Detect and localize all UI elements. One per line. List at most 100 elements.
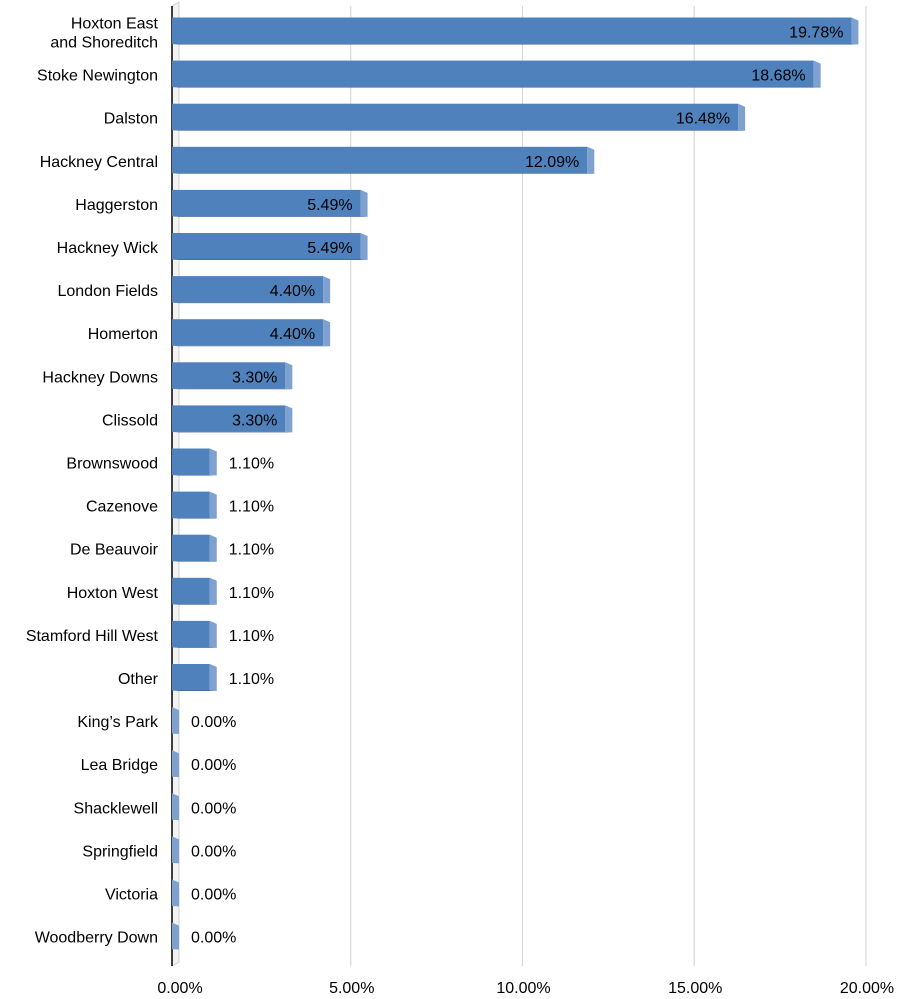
category-label: Homerton — [88, 326, 158, 343]
bar-front — [172, 146, 588, 174]
category-label: Hackney Downs — [42, 369, 158, 386]
bar-side-face — [813, 60, 821, 88]
bar-front — [172, 276, 324, 303]
bar-bottom-face — [172, 173, 595, 174]
bar-side-face — [172, 793, 179, 821]
bar-other — [172, 664, 217, 691]
category-label: Hackney Wick — [57, 240, 159, 257]
x-tick-label: 5.00% — [329, 980, 374, 997]
x-tick-label: 10.00% — [496, 980, 550, 997]
value-label: 3.30% — [232, 412, 277, 429]
bar-dalston — [172, 103, 746, 131]
bar-side-face — [209, 534, 217, 562]
bar-de-beauvoir — [172, 534, 217, 562]
value-label: 19.78% — [789, 25, 843, 42]
bar-woodberry-down — [172, 922, 179, 950]
bar-bottom-face — [172, 87, 821, 88]
bar-front — [172, 233, 361, 260]
category-label: Springfield — [82, 843, 158, 860]
category-label: Victoria — [105, 887, 158, 904]
bar-front — [172, 362, 286, 389]
bar-front — [172, 60, 814, 88]
bar-front — [172, 405, 286, 432]
bar-side-face — [285, 405, 293, 433]
value-label: 0.00% — [191, 800, 236, 817]
bars — [172, 17, 859, 950]
bar-side-face — [172, 750, 179, 778]
bar-side-face — [209, 491, 217, 519]
bar-london-fields — [172, 276, 331, 304]
bar-clissold — [172, 405, 293, 433]
bar-front — [172, 620, 210, 648]
category-label: De Beauvoir — [70, 542, 159, 559]
bar-front — [172, 577, 210, 605]
bar-stoke-newington — [172, 60, 821, 88]
bar-front — [172, 534, 210, 562]
bar-front — [172, 448, 210, 475]
bar-side-face — [285, 362, 293, 390]
bar-side-face — [172, 707, 179, 735]
bar-front — [172, 189, 361, 217]
bar-front — [172, 319, 324, 346]
category-label: King’s Park — [77, 714, 159, 731]
bar-springfield — [172, 836, 179, 864]
x-tick-label: 20.00% — [840, 980, 894, 997]
value-label: 0.00% — [191, 757, 236, 774]
category-label: Lea Bridge — [81, 757, 158, 774]
value-label: 4.40% — [270, 326, 315, 343]
category-label: Stamford Hill West — [26, 628, 159, 645]
bar-bottom-face — [172, 130, 746, 131]
value-label: 1.10% — [229, 542, 274, 559]
bar-side-face — [172, 836, 179, 864]
bar-side-face — [209, 448, 217, 476]
value-label: 5.49% — [307, 240, 352, 257]
bar-bottom-face — [172, 216, 368, 217]
value-label: 18.68% — [751, 68, 805, 85]
bar-bottom-face — [172, 690, 217, 691]
bar-hoxton-east-and-shoreditch — [172, 17, 859, 45]
category-label: Other — [118, 671, 159, 688]
bar-bottom-face — [172, 561, 217, 562]
bar-bottom-face — [172, 647, 217, 648]
value-labels: 19.78% 18.68% 16.48% 12.09% 5.49% 5.49% 4.40% 4… — [191, 25, 843, 947]
category-label: Haggerston — [75, 197, 158, 214]
value-label: 1.10% — [229, 671, 274, 688]
bar-side-face — [323, 276, 331, 304]
bar-side-face — [323, 319, 331, 347]
value-label: 5.49% — [307, 197, 352, 214]
bar-hackney-wick — [172, 233, 368, 260]
bar-hackney-central — [172, 146, 595, 174]
category-labels: Hoxton East and Shoreditch Stoke Newington… — [26, 16, 159, 947]
category-label: Woodberry Down — [35, 930, 158, 947]
value-label: 12.09% — [525, 154, 579, 171]
bar-stamford-hill-west — [172, 620, 217, 648]
category-label: Hoxton East and Shoreditch — [50, 16, 158, 52]
bar-side-face — [209, 620, 217, 648]
category-label: Dalston — [104, 111, 158, 128]
category-label: Hackney Central — [40, 154, 158, 171]
bar-front — [172, 664, 210, 691]
value-label: 1.10% — [229, 456, 274, 473]
bar-hackney-downs — [172, 362, 293, 390]
bar-bottom-face — [172, 604, 217, 605]
category-label: Brownswood — [66, 456, 158, 473]
bar-side-face — [851, 17, 859, 45]
category-label-line: and Shoreditch — [50, 35, 158, 52]
category-label: London Fields — [57, 283, 158, 300]
bar-side-face — [172, 922, 179, 950]
bar-bottom-face — [172, 302, 331, 304]
category-label: Cazenove — [86, 499, 158, 516]
bar-king-s-park — [172, 707, 179, 735]
value-label: 0.00% — [191, 887, 236, 904]
category-label: Shacklewell — [74, 800, 158, 817]
bar-bottom-face — [172, 475, 217, 476]
bar-front — [172, 103, 739, 131]
bar-side-face — [172, 879, 179, 907]
bar-shacklewell — [172, 793, 179, 821]
value-label: 1.10% — [229, 585, 274, 602]
category-label: Stoke Newington — [37, 68, 158, 85]
bar-bottom-face — [172, 388, 293, 390]
bar-bottom-face — [172, 345, 331, 347]
bar-side-face — [209, 577, 217, 605]
